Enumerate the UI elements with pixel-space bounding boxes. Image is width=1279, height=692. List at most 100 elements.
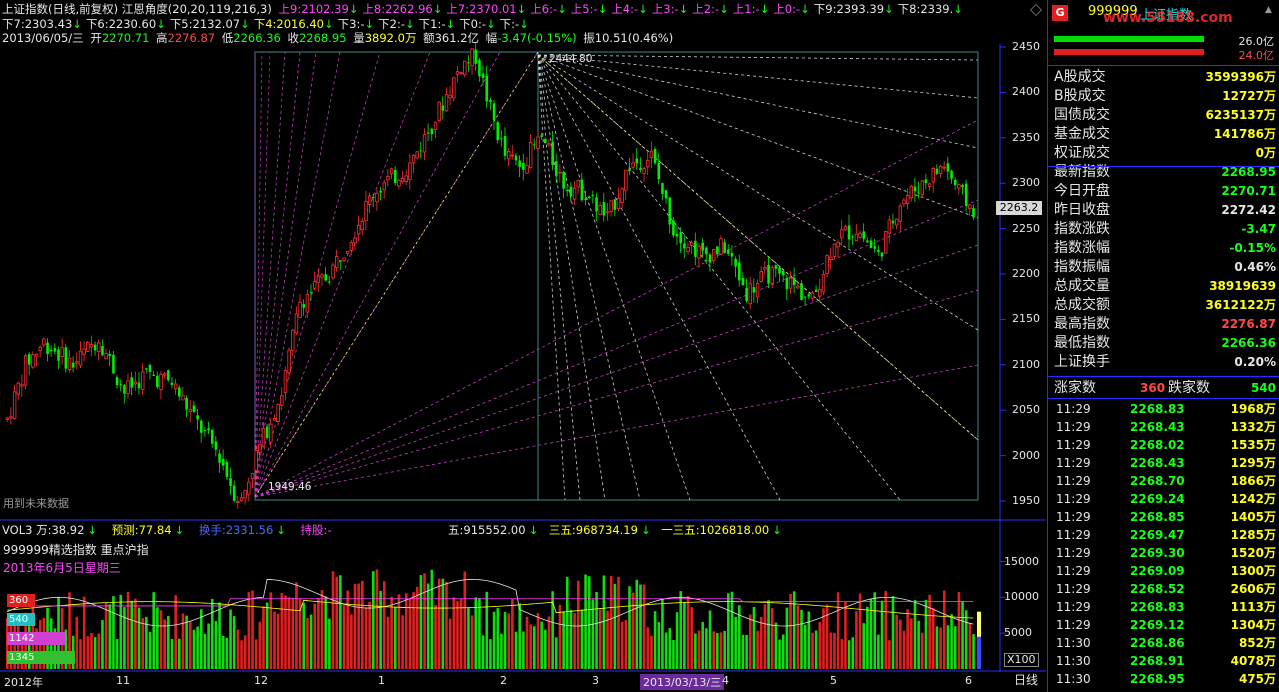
candle-body bbox=[229, 478, 232, 486]
vol3-value: 38.92 bbox=[51, 523, 85, 537]
tick-row[interactable]: 11:30 2268.91 4078万 bbox=[1054, 652, 1278, 670]
candle-body bbox=[137, 382, 141, 389]
down-arrow-icon: ↓ bbox=[884, 2, 894, 16]
candle-body bbox=[433, 121, 438, 131]
volume-bar bbox=[723, 630, 726, 669]
gann-down-value: 2303.43 bbox=[24, 17, 73, 31]
gann-up-label: 上0: bbox=[773, 2, 796, 16]
volume-bar bbox=[291, 597, 295, 669]
tick-row[interactable]: 11:30 2268.86 852万 bbox=[1054, 634, 1278, 652]
tick-price: 2268.95 bbox=[1130, 672, 1185, 686]
volume-bar bbox=[350, 614, 353, 669]
volume-bar bbox=[895, 614, 898, 669]
down-arrow-icon: ↓ bbox=[953, 2, 963, 16]
candle-body bbox=[441, 105, 445, 111]
down-arrow-icon: ↓ bbox=[364, 17, 375, 31]
volume-bar bbox=[792, 591, 796, 669]
candle-body bbox=[324, 274, 328, 281]
tick-row[interactable]: 11:29 2268.70 1866万 bbox=[1054, 472, 1278, 490]
volume-subtitle: 999999精选指数 重点沪指 bbox=[3, 543, 149, 557]
tick-row[interactable]: 11:29 2268.43 1332万 bbox=[1054, 418, 1278, 436]
close-label: 收 bbox=[287, 31, 299, 45]
current-volume-bar-part bbox=[977, 636, 981, 669]
tick-row[interactable]: 11:29 2268.43 1295万 bbox=[1054, 454, 1278, 472]
gann-up-label: 上5: bbox=[570, 2, 594, 16]
tick-volume: 1968万 bbox=[1230, 402, 1276, 416]
gann-up-line bbox=[254, 199, 979, 498]
scroll-up-icon[interactable]: ▲ bbox=[1265, 5, 1272, 15]
volume-bar bbox=[763, 604, 767, 669]
volume-bar bbox=[540, 621, 543, 669]
volume-bar bbox=[511, 599, 514, 669]
tick-row[interactable]: 11:29 2268.83 1968万 bbox=[1054, 400, 1278, 418]
stat-label: A股成交 bbox=[1054, 69, 1106, 85]
tick-row[interactable]: 11:29 2268.85 1405万 bbox=[1054, 508, 1278, 526]
down-arrow-icon: ↓ bbox=[485, 17, 496, 31]
tick-row[interactable]: 11:29 2268.52 2606万 bbox=[1054, 580, 1278, 598]
stat-label: 上证换手 bbox=[1054, 354, 1110, 370]
stat-label: 最高指数 bbox=[1054, 316, 1110, 332]
gann-up-value: - bbox=[593, 2, 598, 16]
candle-body bbox=[467, 62, 470, 64]
candle-body bbox=[528, 142, 533, 168]
tick-row[interactable]: 11:29 2269.24 1242万 bbox=[1054, 490, 1278, 508]
gann-down-label: 下2: bbox=[378, 17, 401, 31]
tick-price: 2269.09 bbox=[1130, 564, 1185, 578]
candle-body bbox=[657, 162, 661, 180]
tick-row[interactable]: 11:29 2269.12 1304万 bbox=[1054, 616, 1278, 634]
tick-row[interactable]: 11:29 2268.02 1535万 bbox=[1054, 436, 1278, 454]
volume-bar bbox=[448, 618, 452, 669]
stat-label: 最低指数 bbox=[1054, 335, 1110, 351]
candle-body bbox=[481, 73, 485, 79]
open-label: 开 bbox=[90, 31, 102, 45]
volume-bar bbox=[335, 576, 338, 669]
candle-body bbox=[345, 250, 350, 254]
tick-row[interactable]: 11:29 2268.83 1113万 bbox=[1054, 598, 1278, 616]
candle-body bbox=[544, 139, 547, 143]
gann-down-value: - bbox=[360, 17, 365, 31]
volume-bar bbox=[748, 614, 752, 669]
g-icon[interactable]: G bbox=[1052, 5, 1068, 21]
candle-body bbox=[880, 252, 884, 257]
candle-body bbox=[869, 240, 873, 249]
volume-bar bbox=[170, 638, 174, 669]
volume-bar bbox=[328, 618, 331, 669]
candle-body bbox=[258, 443, 262, 453]
candle-body bbox=[342, 257, 346, 261]
period-label[interactable]: 日线 bbox=[1014, 673, 1039, 687]
volume-bar bbox=[375, 569, 379, 669]
stat-row: B股成交 12727万 bbox=[1054, 87, 1278, 106]
gann-up-value: 2370.01 bbox=[469, 2, 517, 16]
tick-row[interactable]: 11:29 2269.47 1285万 bbox=[1054, 526, 1278, 544]
volume-bar bbox=[141, 618, 145, 669]
volume-bar bbox=[858, 593, 862, 669]
volume-bar bbox=[705, 628, 708, 669]
price-chart[interactable] bbox=[0, 0, 1046, 692]
low-annotation: 1949.46 bbox=[268, 481, 312, 493]
volume-bar bbox=[159, 610, 163, 669]
candle-body bbox=[580, 179, 584, 201]
volume-bar bbox=[214, 621, 218, 669]
tick-row[interactable]: 11:30 2268.95 475万 bbox=[1054, 670, 1278, 688]
candle-body bbox=[891, 220, 895, 224]
candle-body bbox=[232, 485, 236, 501]
stat-value: 141786万 bbox=[1213, 127, 1276, 141]
candle-body bbox=[595, 197, 598, 212]
candle-body bbox=[734, 258, 737, 267]
date-tick-label: 11 bbox=[116, 674, 130, 687]
candle-body bbox=[866, 240, 869, 243]
volume-bar bbox=[35, 628, 38, 669]
tick-row[interactable]: 11:29 2269.09 1300万 bbox=[1054, 562, 1278, 580]
candle-body bbox=[664, 190, 668, 199]
tick-volume: 1535万 bbox=[1230, 438, 1276, 452]
volume-bar bbox=[825, 604, 829, 669]
candle-body bbox=[239, 497, 244, 502]
candle-body bbox=[27, 354, 31, 365]
candle-body bbox=[646, 160, 650, 168]
candle-body bbox=[89, 344, 94, 348]
volume-bar bbox=[928, 594, 931, 669]
stat-row: 国债成交 6235137万 bbox=[1054, 106, 1278, 125]
stat-value: 2268.95 bbox=[1221, 165, 1276, 179]
candle-body bbox=[562, 171, 565, 189]
tick-row[interactable]: 11:29 2269.30 1520万 bbox=[1054, 544, 1278, 562]
